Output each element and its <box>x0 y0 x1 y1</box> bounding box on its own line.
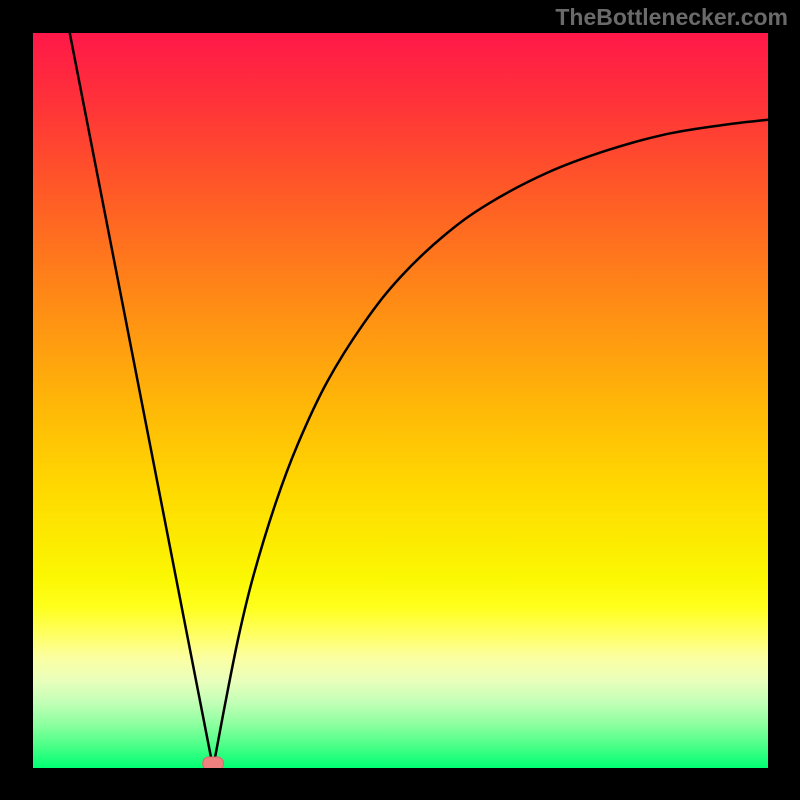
optimum-marker <box>203 757 224 768</box>
watermark-text: TheBottlenecker.com <box>555 4 788 31</box>
plot-area <box>33 33 768 768</box>
chart-container: TheBottlenecker.com <box>0 0 800 800</box>
chart-svg <box>33 33 768 768</box>
gradient-background <box>33 33 768 768</box>
